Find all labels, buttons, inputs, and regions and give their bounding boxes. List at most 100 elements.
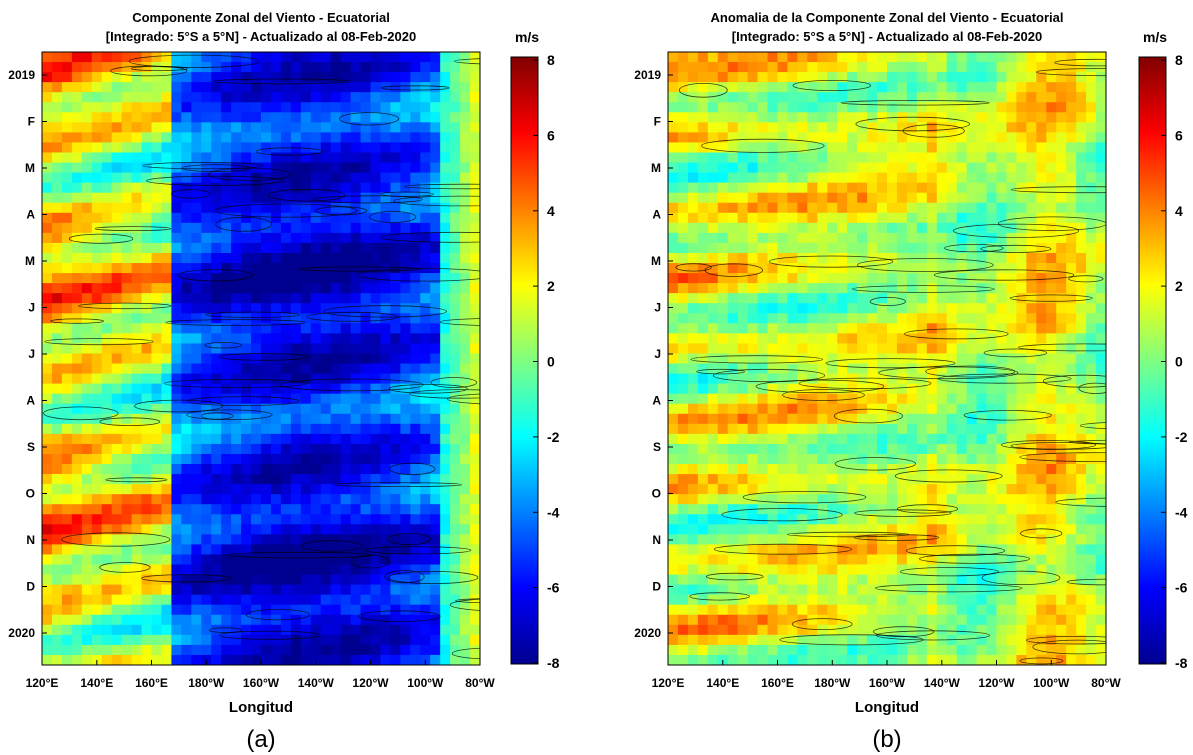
heatmap-cell [937, 142, 948, 153]
heatmap-cell [1076, 394, 1087, 405]
heatmap-cell [440, 273, 451, 284]
heatmap-cell [1036, 203, 1047, 214]
heatmap-cell [827, 444, 838, 455]
heatmap-cell [807, 253, 818, 264]
heatmap-cell [420, 384, 431, 395]
heatmap-cell [201, 173, 212, 184]
heatmap-cell [1076, 353, 1087, 364]
heatmap-cell [62, 605, 73, 616]
heatmap-cell [1096, 132, 1107, 143]
y-tick-label: D [26, 580, 35, 594]
heatmap-cell [470, 384, 481, 395]
heatmap-cell [52, 163, 63, 174]
heatmap-cell [281, 112, 292, 123]
heatmap-cell [827, 424, 838, 435]
heatmap-cell [311, 293, 322, 304]
heatmap-cell [1036, 494, 1047, 505]
heatmap-cell [341, 655, 352, 666]
heatmap-cell [1086, 263, 1097, 274]
heatmap-cell [1076, 173, 1087, 184]
heatmap-cell [897, 484, 908, 495]
heatmap-cell [817, 263, 828, 274]
heatmap-cell [987, 62, 998, 73]
heatmap-cell [1046, 303, 1057, 314]
heatmap-cell [291, 615, 302, 626]
heatmap-cell [768, 233, 779, 244]
heatmap-cell [987, 303, 998, 314]
heatmap-cell [72, 655, 83, 666]
heatmap-cell [817, 102, 828, 113]
heatmap-cell [668, 183, 679, 194]
heatmap-cell [728, 454, 739, 465]
heatmap-cell [907, 444, 918, 455]
heatmap-cell [470, 374, 481, 385]
heatmap-cell [142, 82, 153, 93]
heatmap-cell [997, 183, 1008, 194]
heatmap-cell [907, 62, 918, 73]
heatmap-cell [301, 62, 312, 73]
heatmap-cell [947, 213, 958, 224]
heatmap-cell [1096, 82, 1107, 93]
heatmap-cell [937, 303, 948, 314]
heatmap-cell [1056, 303, 1067, 314]
heatmap-cell [132, 384, 143, 395]
heatmap-cell [967, 72, 978, 83]
heatmap-cell [102, 635, 113, 646]
heatmap-cell [688, 404, 699, 415]
heatmap-cell [728, 394, 739, 405]
x-tick-label: 100°W [407, 676, 444, 690]
heatmap-cell [1016, 193, 1027, 204]
heatmap-cell [291, 243, 302, 254]
heatmap-cell [92, 72, 103, 83]
heatmap-cell [371, 263, 382, 274]
heatmap-cell [231, 283, 242, 294]
y-tick-label: J [28, 347, 35, 361]
heatmap-cell [72, 62, 83, 73]
heatmap-cell [261, 554, 272, 565]
heatmap-cell [718, 213, 729, 224]
heatmap-cell [847, 343, 858, 354]
heatmap-cell [967, 343, 978, 354]
heatmap-cell [361, 72, 372, 83]
heatmap-cell [987, 173, 998, 184]
heatmap-cell [887, 72, 898, 83]
heatmap-cell [977, 524, 988, 535]
heatmap-cell [52, 454, 63, 465]
heatmap-cell [201, 625, 212, 636]
heatmap-cell [738, 434, 749, 445]
heatmap-cell [400, 333, 411, 344]
heatmap-cell [827, 142, 838, 153]
heatmap-cell [211, 283, 222, 294]
heatmap-cell [161, 595, 172, 606]
heatmap-cell [92, 514, 103, 525]
heatmap-cell [927, 72, 938, 83]
heatmap-cell [390, 333, 401, 344]
heatmap-cell [400, 565, 411, 576]
heatmap-cell [927, 353, 938, 364]
heatmap-cell [440, 132, 451, 143]
heatmap-cell [42, 645, 53, 656]
heatmap-cell [857, 484, 868, 495]
heatmap-cell [728, 323, 739, 334]
heatmap-cell [321, 323, 332, 334]
heatmap-cell [1056, 82, 1067, 93]
heatmap-cell [997, 404, 1008, 415]
heatmap-cell [390, 253, 401, 264]
heatmap-cell [52, 122, 63, 133]
heatmap-cell [748, 444, 759, 455]
heatmap-cell [72, 163, 83, 174]
heatmap-cell [837, 353, 848, 364]
heatmap-cell [1086, 404, 1097, 415]
heatmap-cell [817, 112, 828, 123]
heatmap-cell [311, 444, 322, 455]
heatmap-cell [728, 203, 739, 214]
heatmap-cell [171, 52, 182, 63]
heatmap-cell [152, 444, 163, 455]
heatmap-cell [827, 173, 838, 184]
heatmap-cell [112, 484, 123, 495]
heatmap-cell [738, 333, 749, 344]
heatmap-cell [271, 273, 282, 284]
y-tick-label: N [26, 533, 35, 547]
heatmap-cell [787, 414, 798, 425]
heatmap-cell [937, 524, 948, 535]
